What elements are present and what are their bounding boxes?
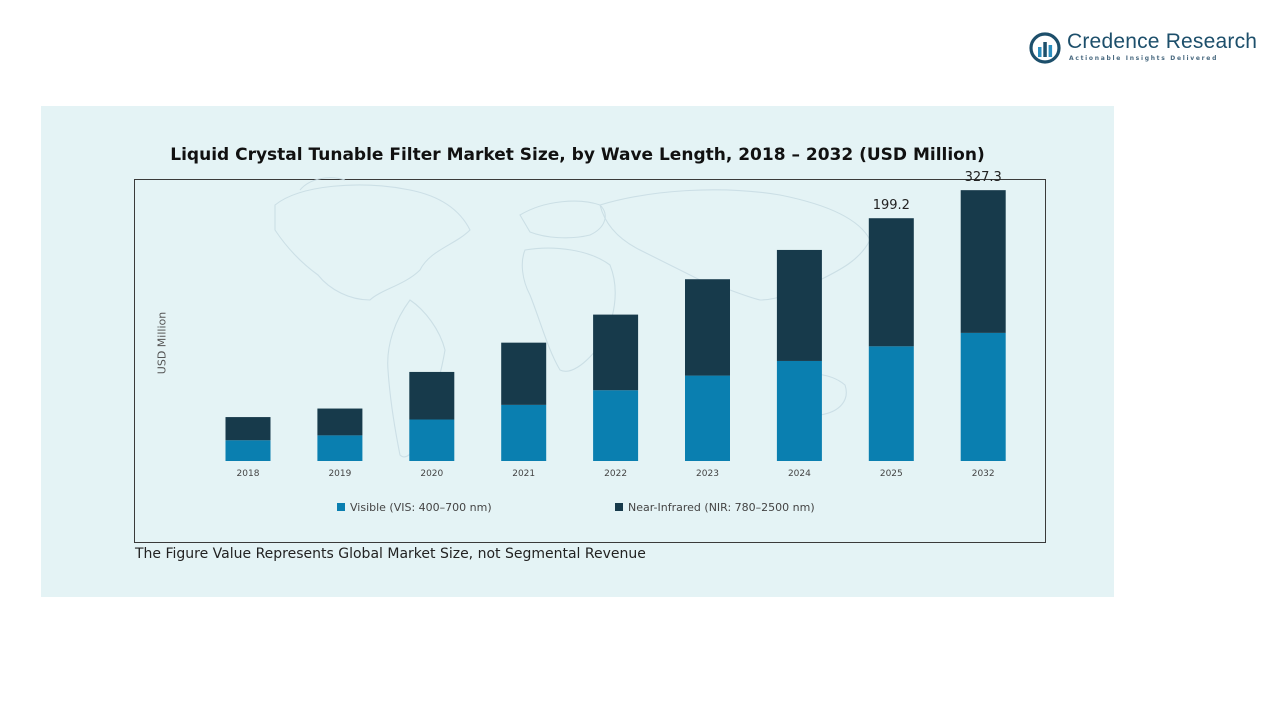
legend-label-visible: Visible (VIS: 400–700 nm): [350, 500, 492, 514]
bar-chart-circle-logo-icon: [1029, 32, 1061, 64]
x-tick-label-2024: 2024: [788, 469, 811, 479]
bar-visible-2023: [685, 375, 730, 461]
chart-title: Liquid Crystal Tunable Filter Market Siz…: [170, 145, 985, 165]
x-tick-label-2018: 2018: [237, 469, 260, 479]
legend-item-near-infrared: Near-Infrared (NIR: 780–2500 nm): [615, 499, 815, 515]
bar-visible-2021: [501, 404, 547, 461]
x-tick-label-2021: 2021: [512, 469, 535, 479]
total-label-2032: 327.3: [965, 170, 1002, 185]
x-tick-label-2020: 2020: [420, 469, 443, 479]
bar-near-infrared-2025: [868, 218, 914, 347]
x-tick-label-2022: 2022: [604, 469, 627, 479]
x-tick-label-2032: 2032: [972, 469, 995, 479]
bar-near-infrared-2021: [501, 342, 547, 405]
bar-near-infrared-2019: [317, 408, 363, 436]
brand-name: Credence Research: [1067, 30, 1258, 53]
x-tick-label-2019: 2019: [328, 469, 351, 479]
bar-visible-2018: [225, 440, 271, 461]
bar-near-infrared-2023: [685, 279, 730, 376]
bar-visible-2022: [593, 390, 639, 461]
y-axis-label: USD Million: [155, 311, 169, 375]
bar-near-infrared-2022: [593, 314, 639, 391]
bar-visible-2019: [317, 435, 363, 461]
chart-frame: [134, 179, 1046, 543]
bar-near-infrared-2018: [225, 417, 271, 441]
total-label-2025: 199.2: [873, 198, 910, 213]
x-tick-label-2023: 2023: [696, 469, 719, 479]
footnote: The Figure Value Represents Global Marke…: [135, 546, 646, 562]
bar-near-infrared-2024: [776, 249, 822, 361]
bar-near-infrared-2020: [409, 371, 455, 420]
x-tick-label-2025: 2025: [880, 469, 903, 479]
brand-logo: Credence Research Actionable Insights De…: [1029, 30, 1257, 66]
legend-swatch-near-infrared: [615, 503, 623, 511]
legend-label-near-infrared: Near-Infrared (NIR: 780–2500 nm): [628, 500, 815, 514]
legend-swatch-visible: [337, 503, 345, 511]
bar-visible-2032: [960, 332, 1006, 461]
bar-near-infrared-2032: [960, 190, 1006, 333]
brand-tagline: Actionable Insights Delivered: [1069, 55, 1219, 62]
bar-visible-2025: [868, 346, 914, 461]
bar-visible-2020: [409, 419, 455, 461]
bar-visible-2024: [776, 360, 822, 461]
legend-item-visible: Visible (VIS: 400–700 nm): [337, 499, 492, 515]
